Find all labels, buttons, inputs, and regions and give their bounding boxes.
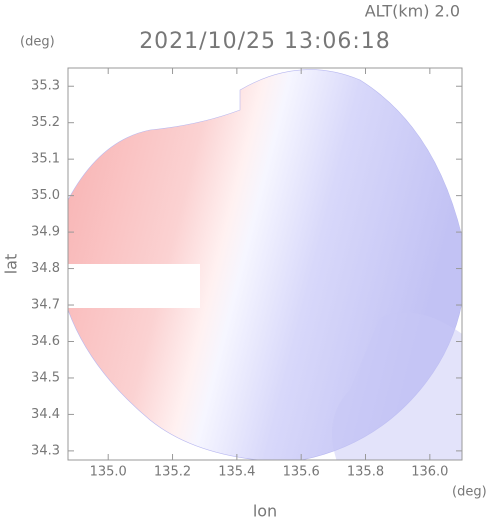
x-tick-label: 135.8: [347, 465, 384, 480]
x-unit: (deg): [452, 485, 487, 500]
y-tick-label: 35.3: [31, 79, 60, 94]
chart-title: 2021/10/25 13:06:18: [139, 29, 391, 54]
plot-frame: [67, 67, 463, 461]
y-tick-label: 35.2: [31, 115, 60, 130]
y-tick-label: 35.1: [31, 152, 60, 167]
x-tick-label: 135.4: [218, 465, 255, 480]
y-tick-label: 34.8: [31, 261, 60, 276]
y-unit: (deg): [20, 35, 55, 50]
x-tick-label: 135.6: [283, 465, 320, 480]
y-tick-label: 35.0: [31, 188, 60, 203]
y-tick-label: 34.7: [31, 298, 60, 313]
x-tick-label: 135.2: [154, 465, 191, 480]
y-label: lat: [2, 254, 21, 275]
annotation: ALT(km) 2.0: [365, 2, 460, 21]
x-label: lon: [253, 502, 277, 521]
y-tick-label: 34.3: [31, 443, 60, 458]
y-tick-label: 34.6: [31, 334, 60, 349]
y-tick-label: 34.5: [31, 370, 60, 385]
x-tick-label: 136.0: [411, 465, 448, 480]
y-tick-label: 34.4: [31, 407, 60, 422]
y-tick-label: 34.9: [31, 225, 60, 240]
x-tick-label: 135.0: [90, 465, 127, 480]
radar-field: [68, 69, 462, 460]
